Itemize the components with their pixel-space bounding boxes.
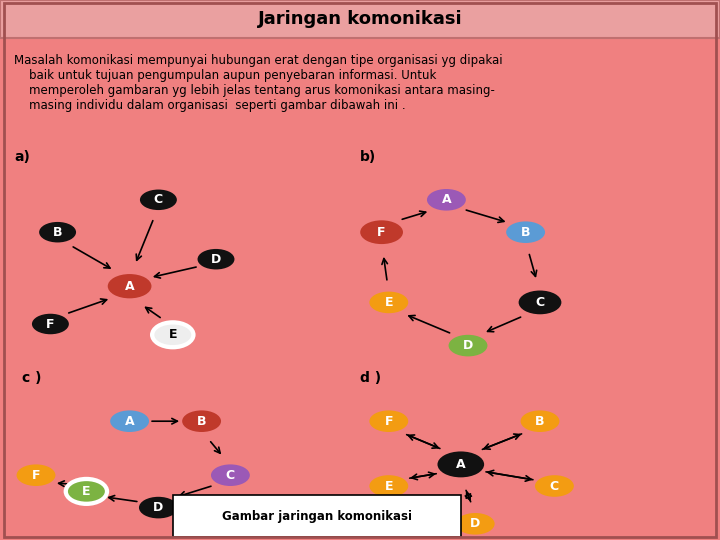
Ellipse shape bbox=[139, 497, 178, 518]
Text: D: D bbox=[211, 253, 221, 266]
Ellipse shape bbox=[108, 274, 151, 298]
Text: E: E bbox=[384, 296, 393, 309]
Text: Jaringan komonikasi: Jaringan komonikasi bbox=[258, 10, 462, 28]
Text: Gambar jaringan komonikasi: Gambar jaringan komonikasi bbox=[222, 510, 412, 523]
Text: b): b) bbox=[360, 150, 377, 164]
Text: E: E bbox=[82, 485, 91, 498]
Ellipse shape bbox=[506, 221, 545, 243]
Text: Masalah komonikasi mempunyai hubungan erat dengan tipe organisasi yg dipakai
   : Masalah komonikasi mempunyai hubungan er… bbox=[14, 54, 503, 112]
Text: E: E bbox=[384, 480, 393, 492]
Text: d ): d ) bbox=[360, 371, 381, 385]
Ellipse shape bbox=[140, 190, 177, 210]
Text: B: B bbox=[53, 226, 63, 239]
Ellipse shape bbox=[521, 410, 559, 432]
Ellipse shape bbox=[518, 291, 562, 314]
Ellipse shape bbox=[369, 475, 408, 497]
Ellipse shape bbox=[369, 410, 408, 432]
Ellipse shape bbox=[449, 335, 487, 356]
Ellipse shape bbox=[369, 292, 408, 313]
Ellipse shape bbox=[63, 477, 109, 506]
Text: F: F bbox=[32, 469, 40, 482]
Text: F: F bbox=[46, 318, 55, 330]
Text: a): a) bbox=[14, 150, 30, 164]
Ellipse shape bbox=[182, 410, 221, 432]
Text: B: B bbox=[521, 226, 531, 239]
Text: F: F bbox=[384, 415, 393, 428]
FancyBboxPatch shape bbox=[0, 0, 720, 38]
Ellipse shape bbox=[535, 475, 574, 497]
Ellipse shape bbox=[154, 325, 192, 345]
Text: D: D bbox=[463, 339, 473, 352]
Ellipse shape bbox=[32, 314, 69, 334]
Ellipse shape bbox=[456, 513, 495, 535]
Text: A: A bbox=[125, 415, 135, 428]
Text: F: F bbox=[377, 226, 386, 239]
Text: c ): c ) bbox=[22, 371, 41, 385]
Text: C: C bbox=[154, 193, 163, 206]
Ellipse shape bbox=[39, 222, 76, 242]
Text: B: B bbox=[197, 415, 207, 428]
Ellipse shape bbox=[17, 464, 55, 486]
Ellipse shape bbox=[427, 189, 466, 211]
Text: A: A bbox=[125, 280, 135, 293]
Ellipse shape bbox=[211, 464, 250, 486]
Ellipse shape bbox=[150, 320, 196, 349]
Text: A: A bbox=[456, 458, 466, 471]
Ellipse shape bbox=[360, 220, 403, 244]
Text: E: E bbox=[168, 328, 177, 341]
Text: C: C bbox=[550, 480, 559, 492]
Text: D: D bbox=[470, 517, 480, 530]
Ellipse shape bbox=[197, 249, 235, 269]
Ellipse shape bbox=[68, 481, 105, 502]
Text: C: C bbox=[226, 469, 235, 482]
Text: D: D bbox=[153, 501, 163, 514]
Ellipse shape bbox=[110, 410, 149, 432]
Text: C: C bbox=[536, 296, 544, 309]
FancyBboxPatch shape bbox=[173, 495, 461, 537]
Text: A: A bbox=[441, 193, 451, 206]
Text: B: B bbox=[535, 415, 545, 428]
Ellipse shape bbox=[438, 451, 484, 477]
